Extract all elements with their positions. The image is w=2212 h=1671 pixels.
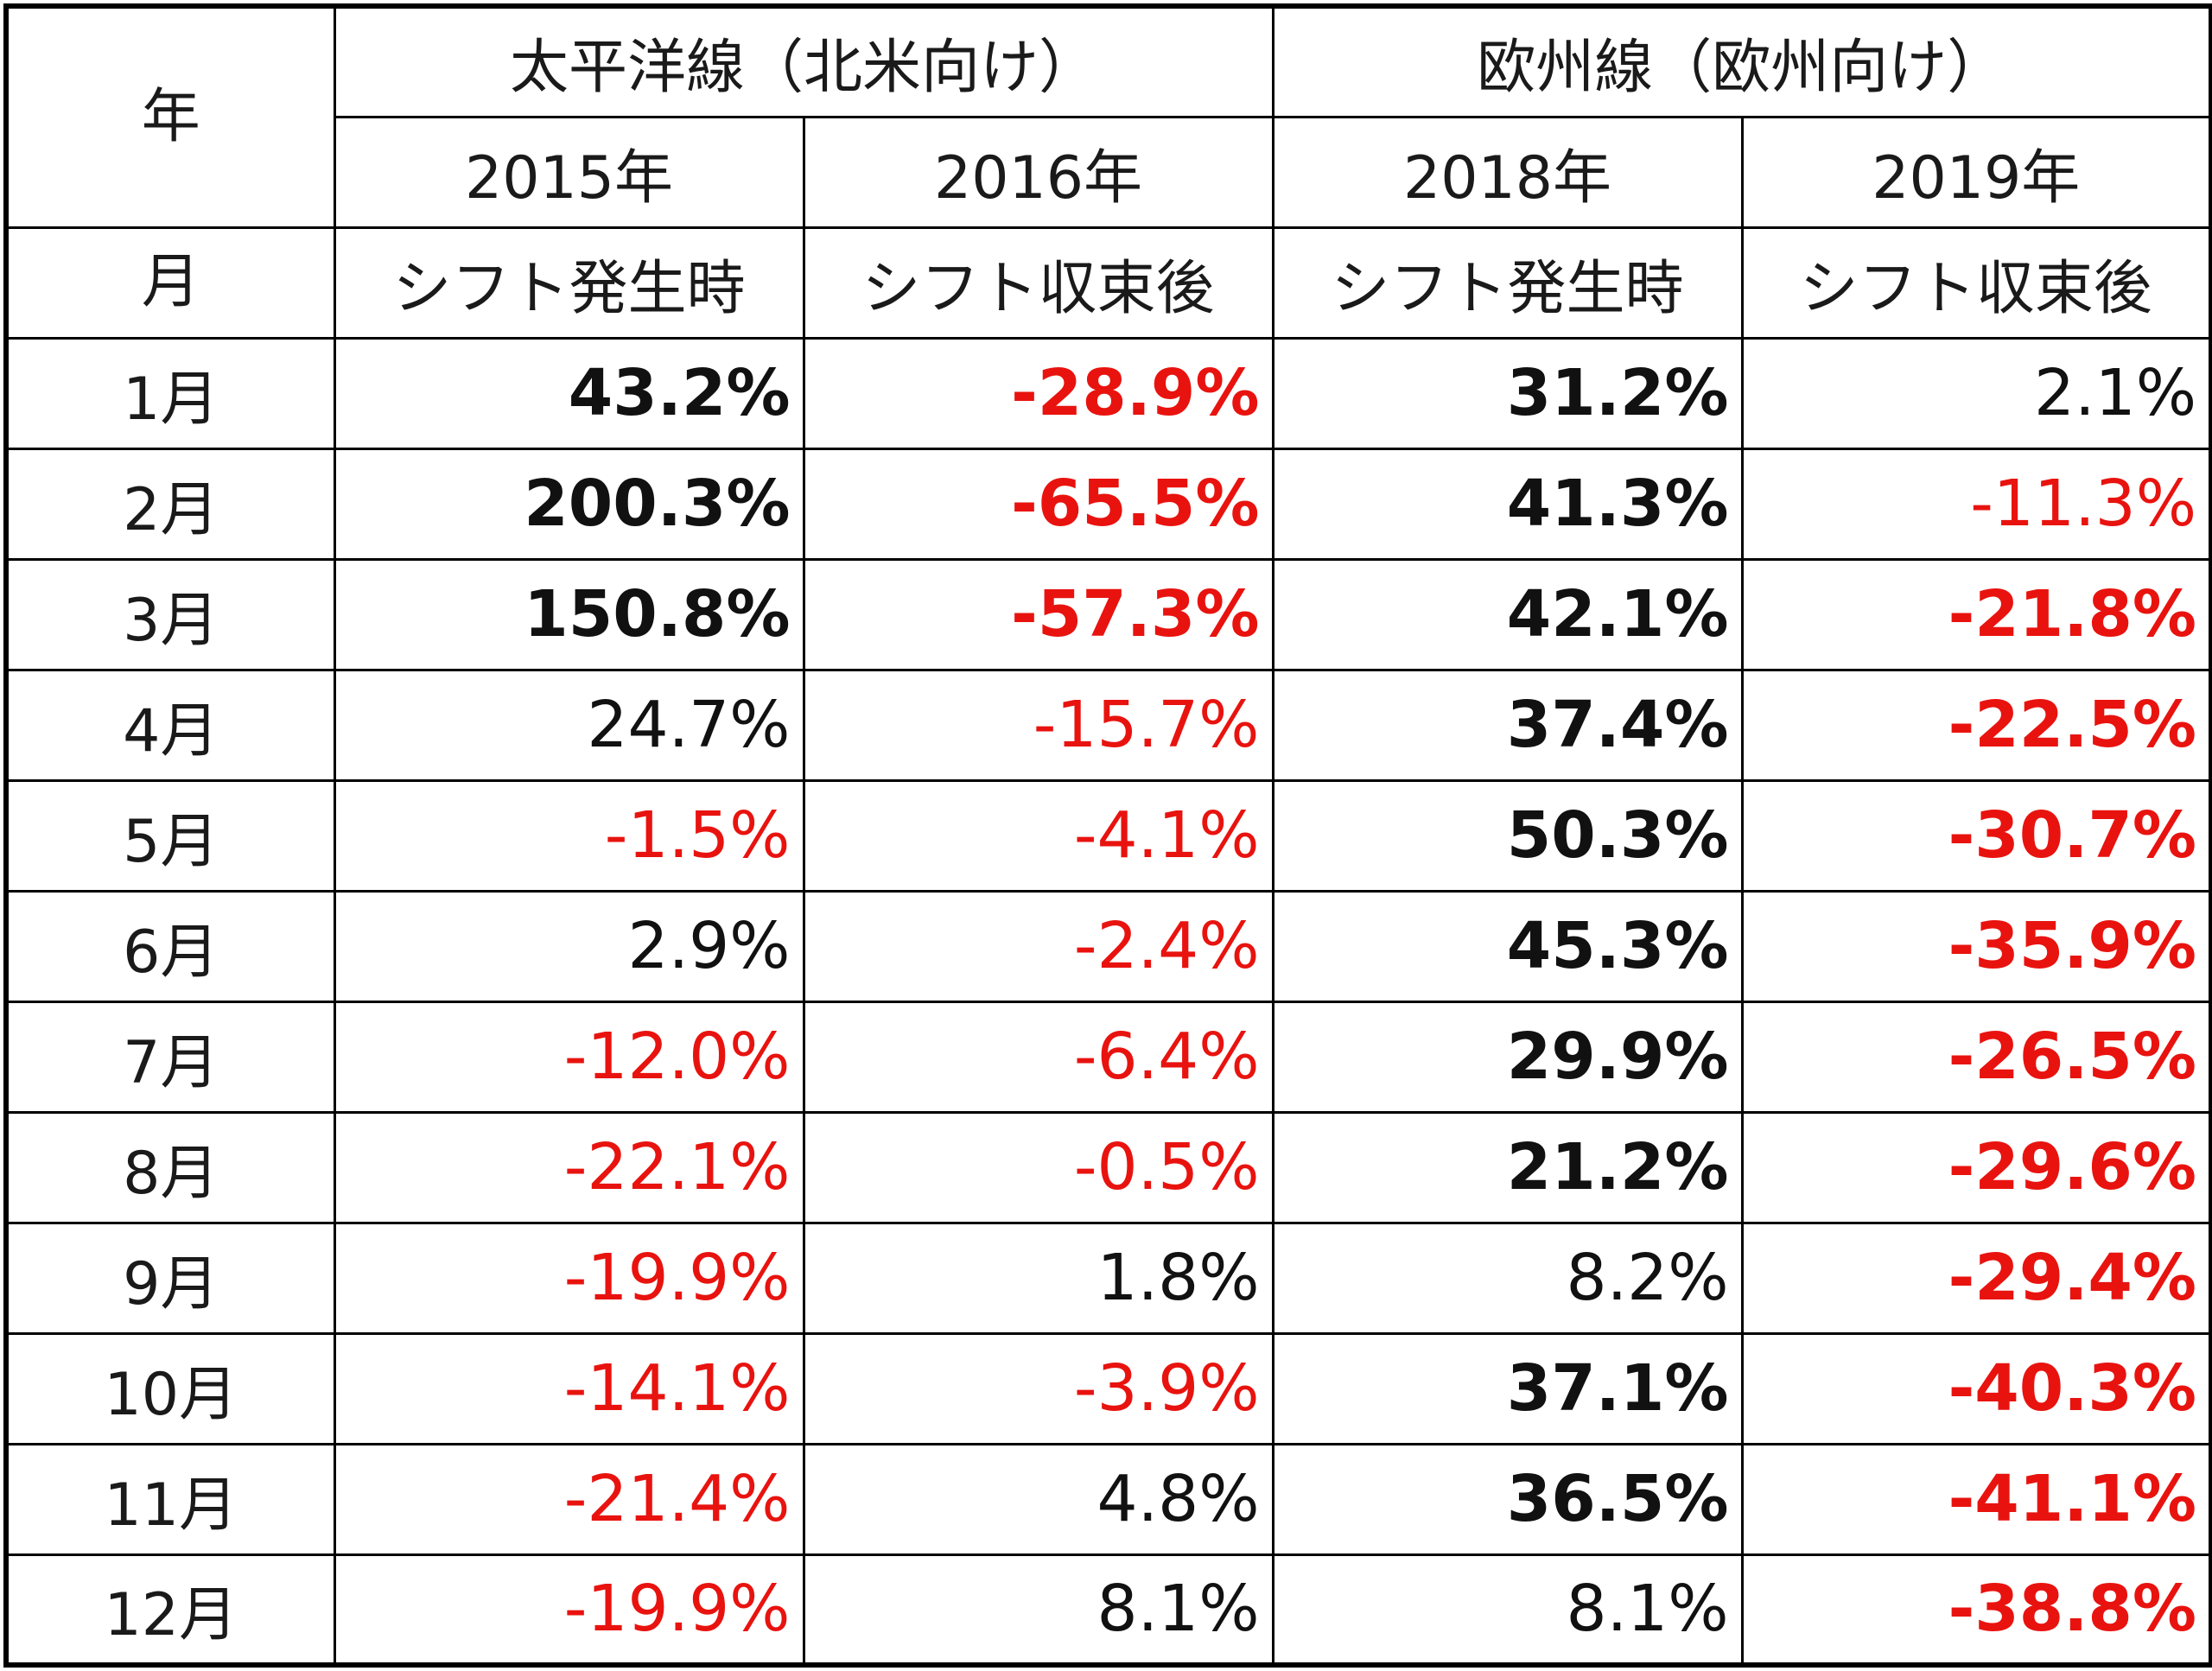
value-cell: -6.4%	[802, 1000, 1274, 1114]
table-header: 年 太平洋線（北米向け） 欧州線（欧州向け） 2015年 2016年 2018年…	[4, 4, 2212, 340]
phase-header: シフト収束後	[802, 226, 1274, 340]
value-cell: -30.7%	[1740, 778, 2212, 893]
value-cell: -19.9%	[333, 1553, 805, 1667]
month-cell: 12月	[4, 1553, 336, 1667]
value-cell: -11.3%	[1740, 447, 2212, 561]
value-cell: -29.4%	[1740, 1221, 2212, 1335]
value-cell: -15.7%	[802, 668, 1274, 782]
value-cell: -57.3%	[802, 557, 1274, 671]
value-cell: -40.3%	[1740, 1331, 2212, 1445]
table-row: 2月 200.3% -65.5% 41.3% -11.3%	[4, 447, 2212, 561]
value-cell: -4.1%	[802, 778, 1274, 893]
month-cell: 6月	[4, 889, 336, 1003]
value-cell: -12.0%	[333, 1000, 805, 1114]
header-row-groups: 年 太平洋線（北米向け） 欧州線（欧州向け）	[4, 4, 2212, 229]
value-cell: 1.8%	[802, 1221, 1274, 1335]
group-header-pacific: 太平洋線（北米向け）	[333, 4, 1274, 118]
year-header: 2019年	[1740, 115, 2212, 229]
table-row: 8月 -22.1% -0.5% 21.2% -29.6%	[4, 1110, 2212, 1224]
value-cell: -3.9%	[802, 1331, 1274, 1445]
value-cell: 200.3%	[333, 447, 805, 561]
value-cell: 21.2%	[1271, 1110, 1744, 1224]
phase-header: シフト発生時	[333, 226, 805, 340]
value-cell: 2.1%	[1740, 336, 2212, 450]
table-row: 3月 150.8% -57.3% 42.1% -21.8%	[4, 557, 2212, 671]
value-cell: -26.5%	[1740, 1000, 2212, 1114]
value-cell: 4.8%	[802, 1442, 1274, 1556]
year-header: 2018年	[1271, 115, 1744, 229]
value-cell: 41.3%	[1271, 447, 1744, 561]
corner-month-cell: 月	[4, 226, 336, 340]
value-cell: 42.1%	[1271, 557, 1744, 671]
value-cell: 37.4%	[1271, 668, 1744, 782]
table-row: 10月 -14.1% -3.9% 37.1% -40.3%	[4, 1331, 2212, 1445]
table-body: 1月 43.2% -28.9% 31.2% 2.1% 2月 200.3% -65.5% 41.3…	[4, 336, 2212, 1667]
value-cell: 43.2%	[333, 336, 805, 450]
value-cell: 50.3%	[1271, 778, 1744, 893]
table-row: 12月 -19.9% 8.1% 8.1% -38.8%	[4, 1553, 2212, 1667]
table-row: 11月 -21.4% 4.8% 36.5% -41.1%	[4, 1442, 2212, 1556]
value-cell: -14.1%	[333, 1331, 805, 1445]
month-cell: 11月	[4, 1442, 336, 1556]
value-cell: 37.1%	[1271, 1331, 1744, 1445]
month-cell: 4月	[4, 668, 336, 782]
value-cell: -22.5%	[1740, 668, 2212, 782]
year-header: 2015年	[333, 115, 805, 229]
value-cell: 45.3%	[1271, 889, 1744, 1003]
table-row: 5月 -1.5% -4.1% 50.3% -30.7%	[4, 778, 2212, 893]
corner-year-cell: 年	[4, 4, 336, 229]
value-cell: 24.7%	[333, 668, 805, 782]
month-cell: 8月	[4, 1110, 336, 1224]
value-cell: 8.1%	[1271, 1553, 1744, 1667]
header-row-years: 2015年 2016年 2018年 2019年	[6, 115, 2212, 229]
value-cell: -28.9%	[802, 336, 1274, 450]
group-header-europe: 欧州線（欧州向け）	[1271, 4, 2212, 118]
corner-month-label: 月	[141, 248, 200, 316]
month-cell: 2月	[4, 447, 336, 561]
table-row: 7月 -12.0% -6.4% 29.9% -26.5%	[4, 1000, 2212, 1114]
value-cell: -21.4%	[333, 1442, 805, 1556]
phase-header: シフト発生時	[1271, 226, 1744, 340]
value-cell: 2.9%	[333, 889, 805, 1003]
table-row: 4月 24.7% -15.7% 37.4% -22.5%	[4, 668, 2212, 782]
value-cell: -0.5%	[802, 1110, 1274, 1224]
month-cell: 9月	[4, 1221, 336, 1335]
value-cell: -1.5%	[333, 778, 805, 893]
value-cell: -41.1%	[1740, 1442, 2212, 1556]
value-cell: -2.4%	[802, 889, 1274, 1003]
table-row: 1月 43.2% -28.9% 31.2% 2.1%	[4, 336, 2212, 450]
value-cell: 36.5%	[1271, 1442, 1744, 1556]
table-row: 9月 -19.9% 1.8% 8.2% -29.4%	[4, 1221, 2212, 1335]
value-cell: -21.8%	[1740, 557, 2212, 671]
value-cell: -38.8%	[1740, 1553, 2212, 1667]
month-cell: 1月	[4, 336, 336, 450]
month-cell: 5月	[4, 778, 336, 893]
year-header: 2016年	[802, 115, 1274, 229]
month-cell: 3月	[4, 557, 336, 671]
corner-year-label: 年	[141, 82, 200, 151]
value-cell: 150.8%	[333, 557, 805, 671]
value-cell: -35.9%	[1740, 889, 2212, 1003]
data-table: 年 太平洋線（北米向け） 欧州線（欧州向け） 2015年 2016年 2018年…	[3, 3, 2212, 1668]
month-cell: 10月	[4, 1331, 336, 1445]
month-cell: 7月	[4, 1000, 336, 1114]
value-cell: 31.2%	[1271, 336, 1744, 450]
header-row-phases: 月 シフト発生時 シフト収束後 シフト発生時 シフト収束後	[4, 226, 2212, 340]
phase-header: シフト収束後	[1740, 226, 2212, 340]
table-row: 6月 2.9% -2.4% 45.3% -35.9%	[4, 889, 2212, 1003]
value-cell: -29.6%	[1740, 1110, 2212, 1224]
value-cell: 29.9%	[1271, 1000, 1744, 1114]
value-cell: 8.2%	[1271, 1221, 1744, 1335]
value-cell: -19.9%	[333, 1221, 805, 1335]
value-cell: -22.1%	[333, 1110, 805, 1224]
value-cell: -65.5%	[802, 447, 1274, 561]
value-cell: 8.1%	[802, 1553, 1274, 1667]
